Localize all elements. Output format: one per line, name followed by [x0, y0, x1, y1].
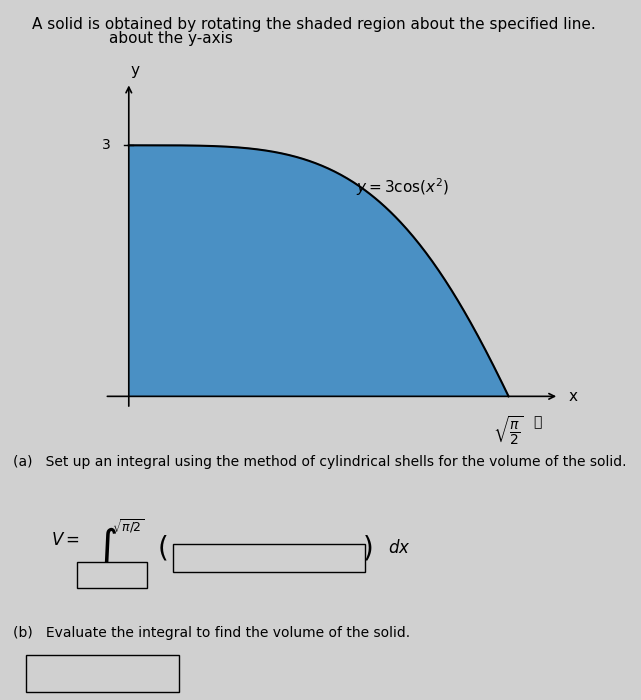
Text: A solid is obtained by rotating the shaded region about the specified line.: A solid is obtained by rotating the shad… — [32, 18, 595, 32]
Text: ⓘ: ⓘ — [534, 415, 542, 429]
Text: $\int$: $\int$ — [95, 525, 117, 572]
FancyBboxPatch shape — [77, 561, 147, 588]
Text: x: x — [568, 389, 577, 404]
Text: $($: $($ — [157, 534, 168, 563]
Text: $dx$: $dx$ — [388, 540, 410, 557]
Text: about the y-axis: about the y-axis — [109, 32, 233, 46]
FancyBboxPatch shape — [173, 545, 365, 573]
Text: (a)   Set up an integral using the method of cylindrical shells for the volume o: (a) Set up an integral using the method … — [13, 455, 626, 469]
Text: (b)   Evaluate the integral to find the volume of the solid.: (b) Evaluate the integral to find the vo… — [13, 626, 410, 640]
Text: $y = 3\cos(x^2)$: $y = 3\cos(x^2)$ — [356, 176, 449, 198]
Text: $\sqrt{\dfrac{\pi}{2}}$: $\sqrt{\dfrac{\pi}{2}}$ — [494, 415, 524, 447]
Polygon shape — [129, 146, 508, 396]
Text: 3: 3 — [102, 139, 111, 153]
Text: $\sqrt{\pi/2}$: $\sqrt{\pi/2}$ — [112, 517, 144, 535]
FancyBboxPatch shape — [26, 654, 179, 692]
Text: $V = $: $V = $ — [51, 531, 80, 550]
Text: $)$: $)$ — [362, 534, 372, 563]
Text: y: y — [130, 64, 139, 78]
